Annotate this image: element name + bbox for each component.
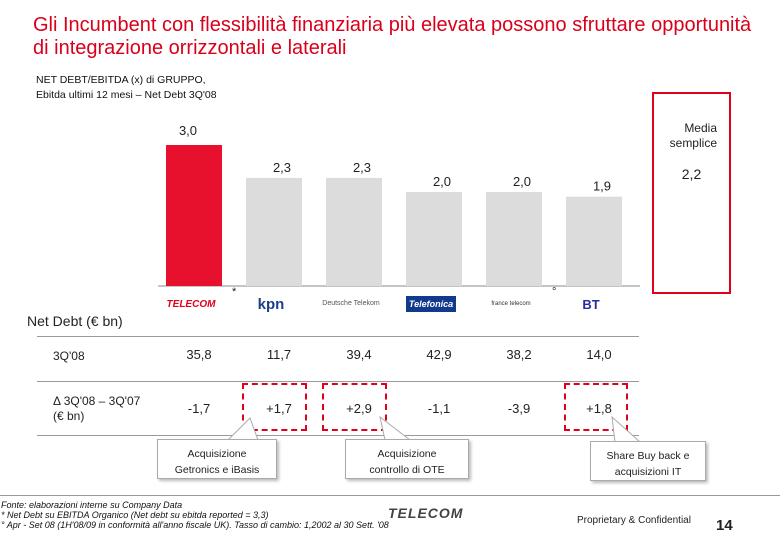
delta-cell: +1,7: [266, 401, 292, 416]
average-box: [652, 92, 731, 294]
footer-note-2: ° Apr - Set 08 (1H'08/09 in conformità a…: [1, 520, 389, 530]
kpn-logo-footnote-mark: *: [232, 286, 237, 298]
callout-line-2: acquisizioni IT: [614, 466, 682, 478]
chart-subtitle: NET DEBT/EBITDA (x) di GRUPPO, Ebitda ul…: [36, 73, 296, 103]
confidential-label: Proprietary & Confidential: [577, 515, 691, 526]
table-bottom-line: [37, 435, 639, 436]
row-label-3q08: 3Q'08: [53, 349, 85, 363]
bar-value-label: 1,9: [593, 179, 611, 194]
callout-buyback: Share Buy back e acquisizioni IT: [590, 441, 706, 481]
bar-value-label: 2,3: [353, 160, 371, 175]
highlight-box-dt: [322, 383, 387, 431]
average-label-line-1: Media: [684, 121, 717, 135]
row-label-delta-line-1: Δ 3Q'08 – 3Q'07: [53, 394, 141, 408]
net-debt-cell: 42,9: [426, 347, 452, 362]
table-mid-line: [37, 381, 639, 382]
kpn-logo-text: kpn: [257, 295, 285, 313]
bar-chart: 3,0 2,3 2,3 2,0 2,0 1,9: [158, 123, 640, 287]
callout-line-2: Getronics e iBasis: [174, 464, 260, 476]
net-debt-cell: 39,4: [346, 347, 372, 362]
page-title: Gli Incumbent con flessibilità finanziar…: [33, 14, 752, 59]
callout-line-1: Acquisizione: [187, 448, 247, 460]
delta-cell: +1,8: [586, 401, 612, 416]
bar-3: [326, 177, 382, 286]
subtitle-line-2: Ebitda ultimi 12 mesi – Net Debt 3Q'08: [36, 89, 217, 101]
page-number: 14: [716, 517, 733, 534]
telecom-logo-text: TELECOM: [166, 298, 216, 310]
callout-line-1: Acquisizione: [377, 448, 437, 460]
bar-value-label: 3,0: [179, 123, 197, 138]
footer-source: Fonte: elaborazioni interne su Company D…: [1, 500, 183, 510]
france-telecom-logo-text: france telecom: [491, 301, 531, 307]
net-debt-cell: 35,8: [186, 347, 212, 362]
footer-divider: [0, 495, 780, 496]
bar-value-label: 2,0: [513, 174, 531, 189]
bar-1: [166, 145, 222, 286]
callout-pointer-2: [379, 415, 412, 441]
telefonica-logo-text: Telefonica: [405, 296, 457, 312]
callout-line-1: Share Buy back e: [606, 450, 690, 462]
footer-notes: Fonte: elaborazioni interne su Company D…: [1, 500, 389, 530]
net-debt-title: Net Debt (€ bn): [27, 313, 123, 329]
callout-line-2: controllo di OTE: [369, 464, 445, 476]
kpn-logo: kpn *: [232, 286, 304, 322]
bar-5: [486, 192, 542, 286]
callout-pointer-3: [611, 415, 642, 443]
net-debt-cell: 11,7: [266, 347, 292, 362]
deutsche-telekom-logo-text: Deutsche Telekom: [322, 300, 380, 307]
row-label-delta: Δ 3Q'08 – 3Q'07 (€ bn): [53, 394, 140, 424]
delta-cell: -3,9: [507, 401, 531, 416]
delta-cell: +2,9: [346, 401, 372, 416]
highlight-box-kpn: [242, 383, 307, 431]
bar-6: [566, 196, 622, 286]
average-label-line-2: semplice: [669, 136, 717, 150]
bar-4: [406, 192, 462, 286]
net-debt-cell: 14,0: [586, 347, 612, 362]
telefonica-logo: Telefonica: [398, 286, 464, 322]
bars: 3,0 2,3 2,3 2,0 2,0 1,9: [166, 123, 622, 286]
average-label: Media semplice: [652, 121, 731, 151]
bt-logo-footnote-mark: °: [552, 286, 557, 298]
table-top-line: [37, 336, 639, 337]
callout-ote: Acquisizione controllo di OTE: [345, 439, 469, 479]
callout-pointer-1: [226, 417, 259, 441]
delta-cell: -1,7: [187, 401, 211, 416]
footer-note-1: * Net Debt su EBITDA Organico (Net debt …: [1, 510, 269, 520]
telecom-logo: TELECOM: [158, 286, 224, 322]
delta-cell: -1,1: [427, 401, 451, 416]
row-label-delta-line-2: (€ bn): [53, 409, 85, 423]
bar-value-label: 2,0: [433, 174, 451, 189]
bt-logo: BT °: [552, 286, 624, 322]
bar-2: [246, 177, 302, 286]
average-value: 2,2: [681, 166, 702, 182]
bar-value-label: 2,3: [273, 160, 291, 175]
footer-brand-logo: TELECOM: [388, 505, 464, 521]
france-telecom-logo: france telecom: [478, 286, 544, 322]
subtitle-line-1: NET DEBT/EBITDA (x) di GRUPPO,: [36, 74, 206, 86]
deutsche-telekom-logo: Deutsche Telekom: [318, 286, 384, 322]
bt-logo-text: BT: [582, 296, 600, 312]
callout-getronics: Acquisizione Getronics e iBasis: [157, 439, 277, 479]
net-debt-cell: 38,2: [506, 347, 532, 362]
highlight-box-bt: [564, 383, 628, 431]
